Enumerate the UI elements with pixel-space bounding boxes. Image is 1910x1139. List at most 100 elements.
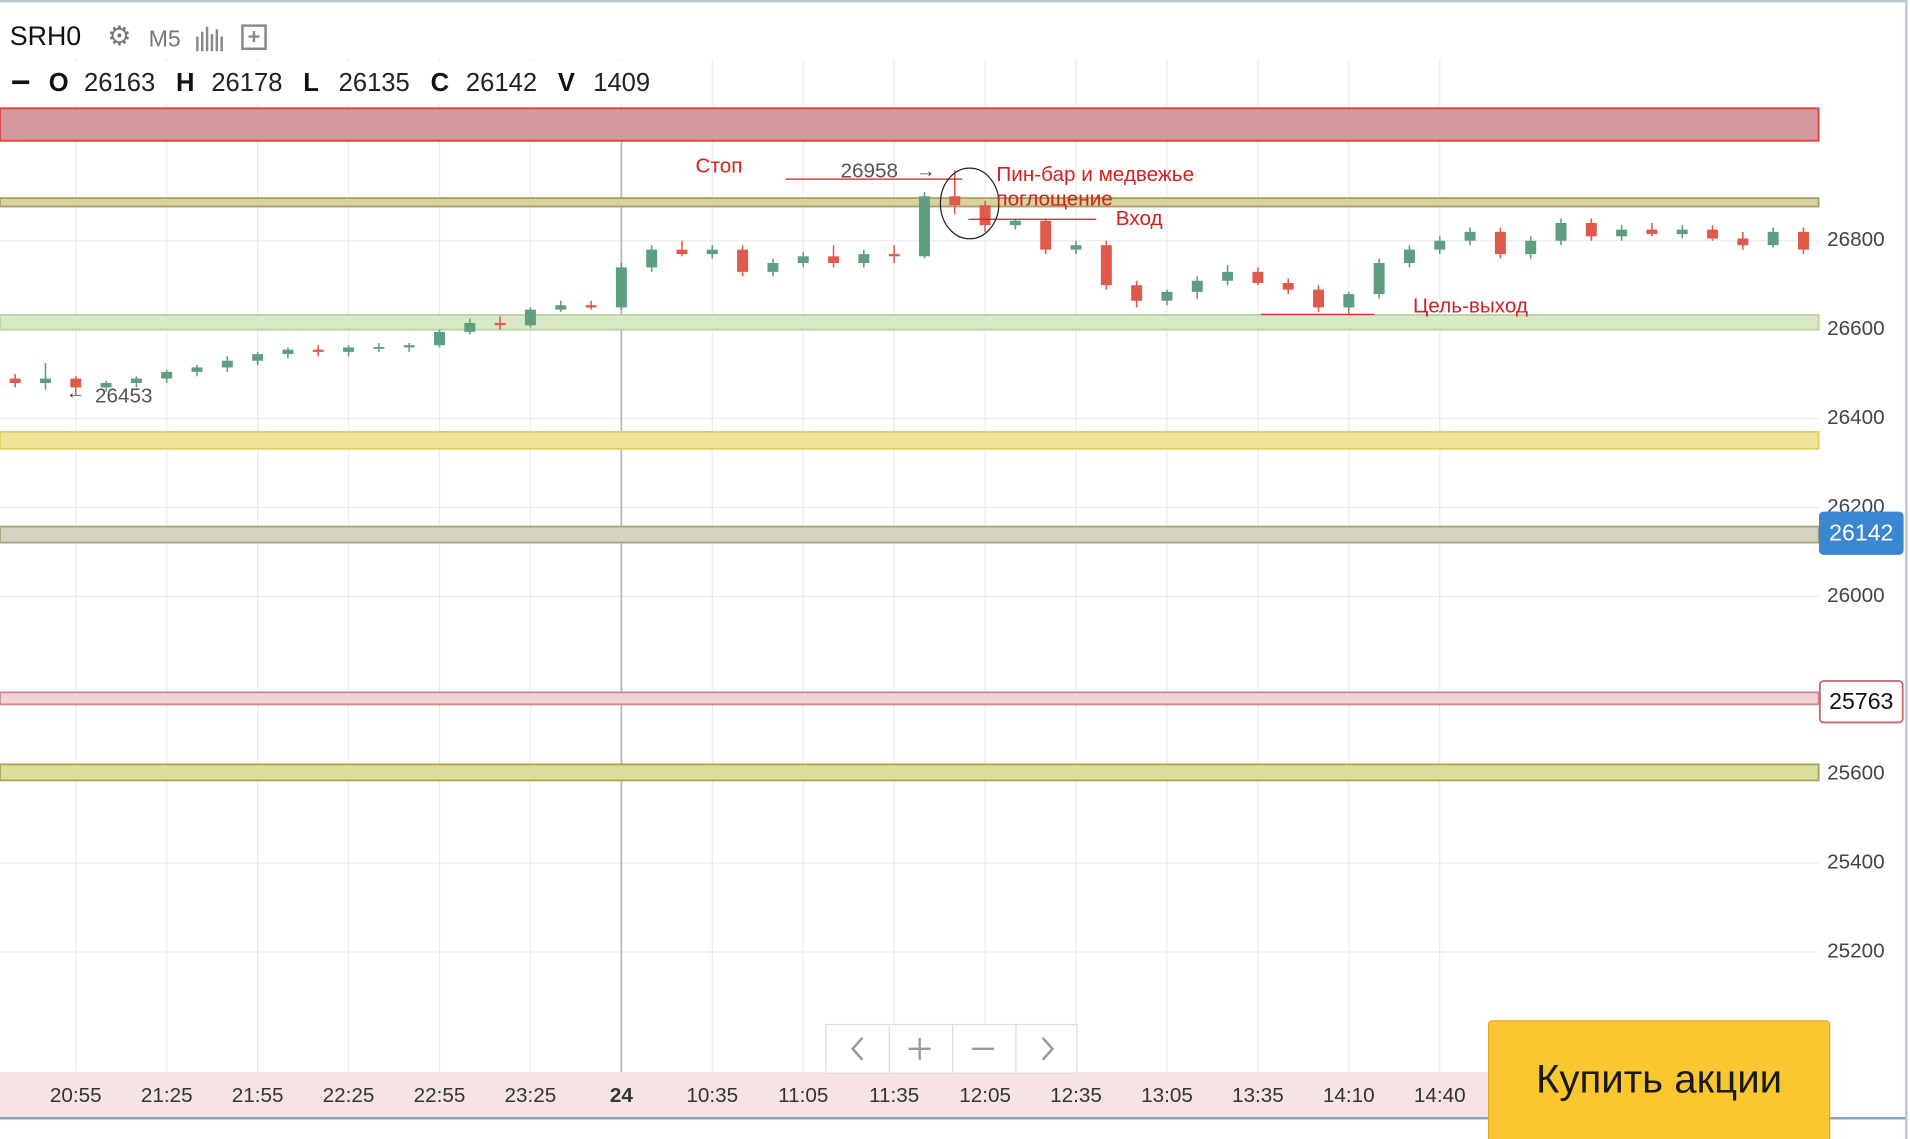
- annotation: Вход: [1116, 207, 1163, 230]
- candle-body: [676, 249, 688, 255]
- nav-panel: [825, 1023, 1078, 1074]
- highlight-circle: [939, 167, 1000, 240]
- y-tick-label: 26400: [1827, 406, 1885, 429]
- candle-body: [797, 256, 809, 263]
- price-zone: [0, 691, 1820, 706]
- y-tick-label: 25400: [1827, 851, 1885, 874]
- annotations: → ← 26958 26453 Стоп Пин-бар и медвежьепогл…: [66, 154, 1528, 407]
- interval[interactable]: M5: [149, 25, 181, 51]
- candle-body: [1191, 280, 1203, 292]
- y-tick-label: 25600: [1827, 762, 1885, 785]
- candle-body: [1767, 231, 1779, 246]
- add-icon[interactable]: [241, 24, 267, 50]
- candle-body: [1343, 294, 1355, 308]
- candle-body: [1009, 220, 1021, 226]
- x-tick-label: 11:35: [869, 1084, 919, 1107]
- candle-body: [1555, 222, 1567, 241]
- candle-body: [100, 382, 112, 388]
- candle-body: [1737, 238, 1749, 246]
- candle-body: [130, 378, 142, 383]
- candle-body: [918, 196, 930, 257]
- candle-body: [373, 346, 385, 349]
- candle-body: [767, 262, 779, 272]
- candle-body: [39, 378, 51, 383]
- candle-body: [1464, 231, 1476, 241]
- candle-body: [1313, 289, 1324, 308]
- x-tick-label: 12:35: [1050, 1084, 1102, 1107]
- price-tag: [1818, 680, 1904, 724]
- marked-price: 26958: [840, 159, 898, 182]
- candle-body: [1585, 222, 1597, 237]
- zoom-in[interactable]: [908, 1037, 931, 1060]
- marked-price: 26453: [95, 385, 153, 408]
- x-tick-label: 23:25: [505, 1084, 557, 1107]
- candle-body: [191, 367, 203, 372]
- y-tick-label: 26000: [1827, 584, 1885, 607]
- x-tick-label: 24: [610, 1084, 634, 1107]
- x-tick-label: 21:55: [232, 1084, 284, 1107]
- candle-body: [312, 349, 324, 352]
- candle-body: [1161, 291, 1173, 301]
- annotation: поглощение: [996, 187, 1112, 210]
- y-tick-label: 25200: [1827, 939, 1885, 962]
- x-tick-label: 13:05: [1141, 1084, 1193, 1107]
- x-tick-label: 20:55: [50, 1084, 102, 1107]
- candle-body: [9, 378, 21, 383]
- x-tick-label: 14:40: [1414, 1084, 1466, 1107]
- chart-type-icon[interactable]: [196, 26, 223, 52]
- candle-body: [1100, 245, 1112, 286]
- buy-button-label[interactable]: Купить акции: [1536, 1056, 1782, 1101]
- price-tag-label: 25763: [1829, 688, 1893, 714]
- ohlc-value: 26178: [211, 69, 282, 97]
- candle-body: [1616, 229, 1628, 237]
- candle-body: [1676, 229, 1688, 235]
- collapse-icon[interactable]: [12, 80, 30, 85]
- ohlc-value: 26135: [339, 69, 410, 97]
- price-zone: [0, 197, 1820, 208]
- x-tick-label: 10:35: [686, 1084, 738, 1107]
- candle-body: [1646, 229, 1658, 235]
- candle-body: [1373, 262, 1385, 295]
- x-tick-label: 13:35: [1232, 1084, 1284, 1107]
- annotation: Стоп: [696, 154, 743, 177]
- price-tag: [1818, 511, 1904, 555]
- ohlc-key: L: [303, 69, 319, 97]
- symbol[interactable]: SRH0: [10, 21, 81, 51]
- x-tick-label: 12:05: [959, 1084, 1011, 1107]
- price-zone: [0, 525, 1820, 544]
- candle-body: [1070, 245, 1082, 250]
- candle-body: [858, 254, 870, 263]
- y-tick-label: 26600: [1827, 317, 1885, 340]
- buy-button[interactable]: [1487, 1020, 1831, 1139]
- axes: 2520025400256002600026200264002660026800…: [50, 228, 1904, 1107]
- annotation: Цель-выход: [1413, 294, 1528, 317]
- candle-body: [1798, 231, 1809, 250]
- candle-body: [464, 322, 476, 332]
- price-zone: [0, 763, 1820, 782]
- candle-body: [706, 249, 718, 255]
- candle-body: [888, 254, 900, 257]
- candle-body: [70, 378, 82, 388]
- x-tick-label: 22:25: [323, 1084, 375, 1107]
- arrow: →: [916, 160, 935, 182]
- arrow: ←: [66, 382, 85, 404]
- candle-body: [1252, 271, 1264, 283]
- add-icon: [248, 31, 260, 43]
- candle-body: [221, 360, 233, 368]
- candle-body: [1131, 285, 1143, 301]
- candle-body: [282, 349, 294, 355]
- candle-body: [646, 249, 658, 268]
- y-tick-label: 26800: [1827, 228, 1885, 251]
- ohlc: O 26163 H 26178 L 26135 C 26142 V 1409: [49, 69, 650, 97]
- scroll-right[interactable]: [1041, 1037, 1055, 1061]
- ohlc-key: V: [558, 69, 575, 97]
- scroll-left[interactable]: [851, 1037, 864, 1061]
- candle-body: [252, 354, 264, 361]
- settings-icon[interactable]: ⚙: [107, 21, 131, 51]
- ohlc-key: H: [176, 69, 194, 97]
- candle-body: [585, 305, 597, 308]
- navigation: [825, 1023, 1078, 1074]
- candle-body: [434, 331, 445, 346]
- price-zone: [0, 430, 1820, 450]
